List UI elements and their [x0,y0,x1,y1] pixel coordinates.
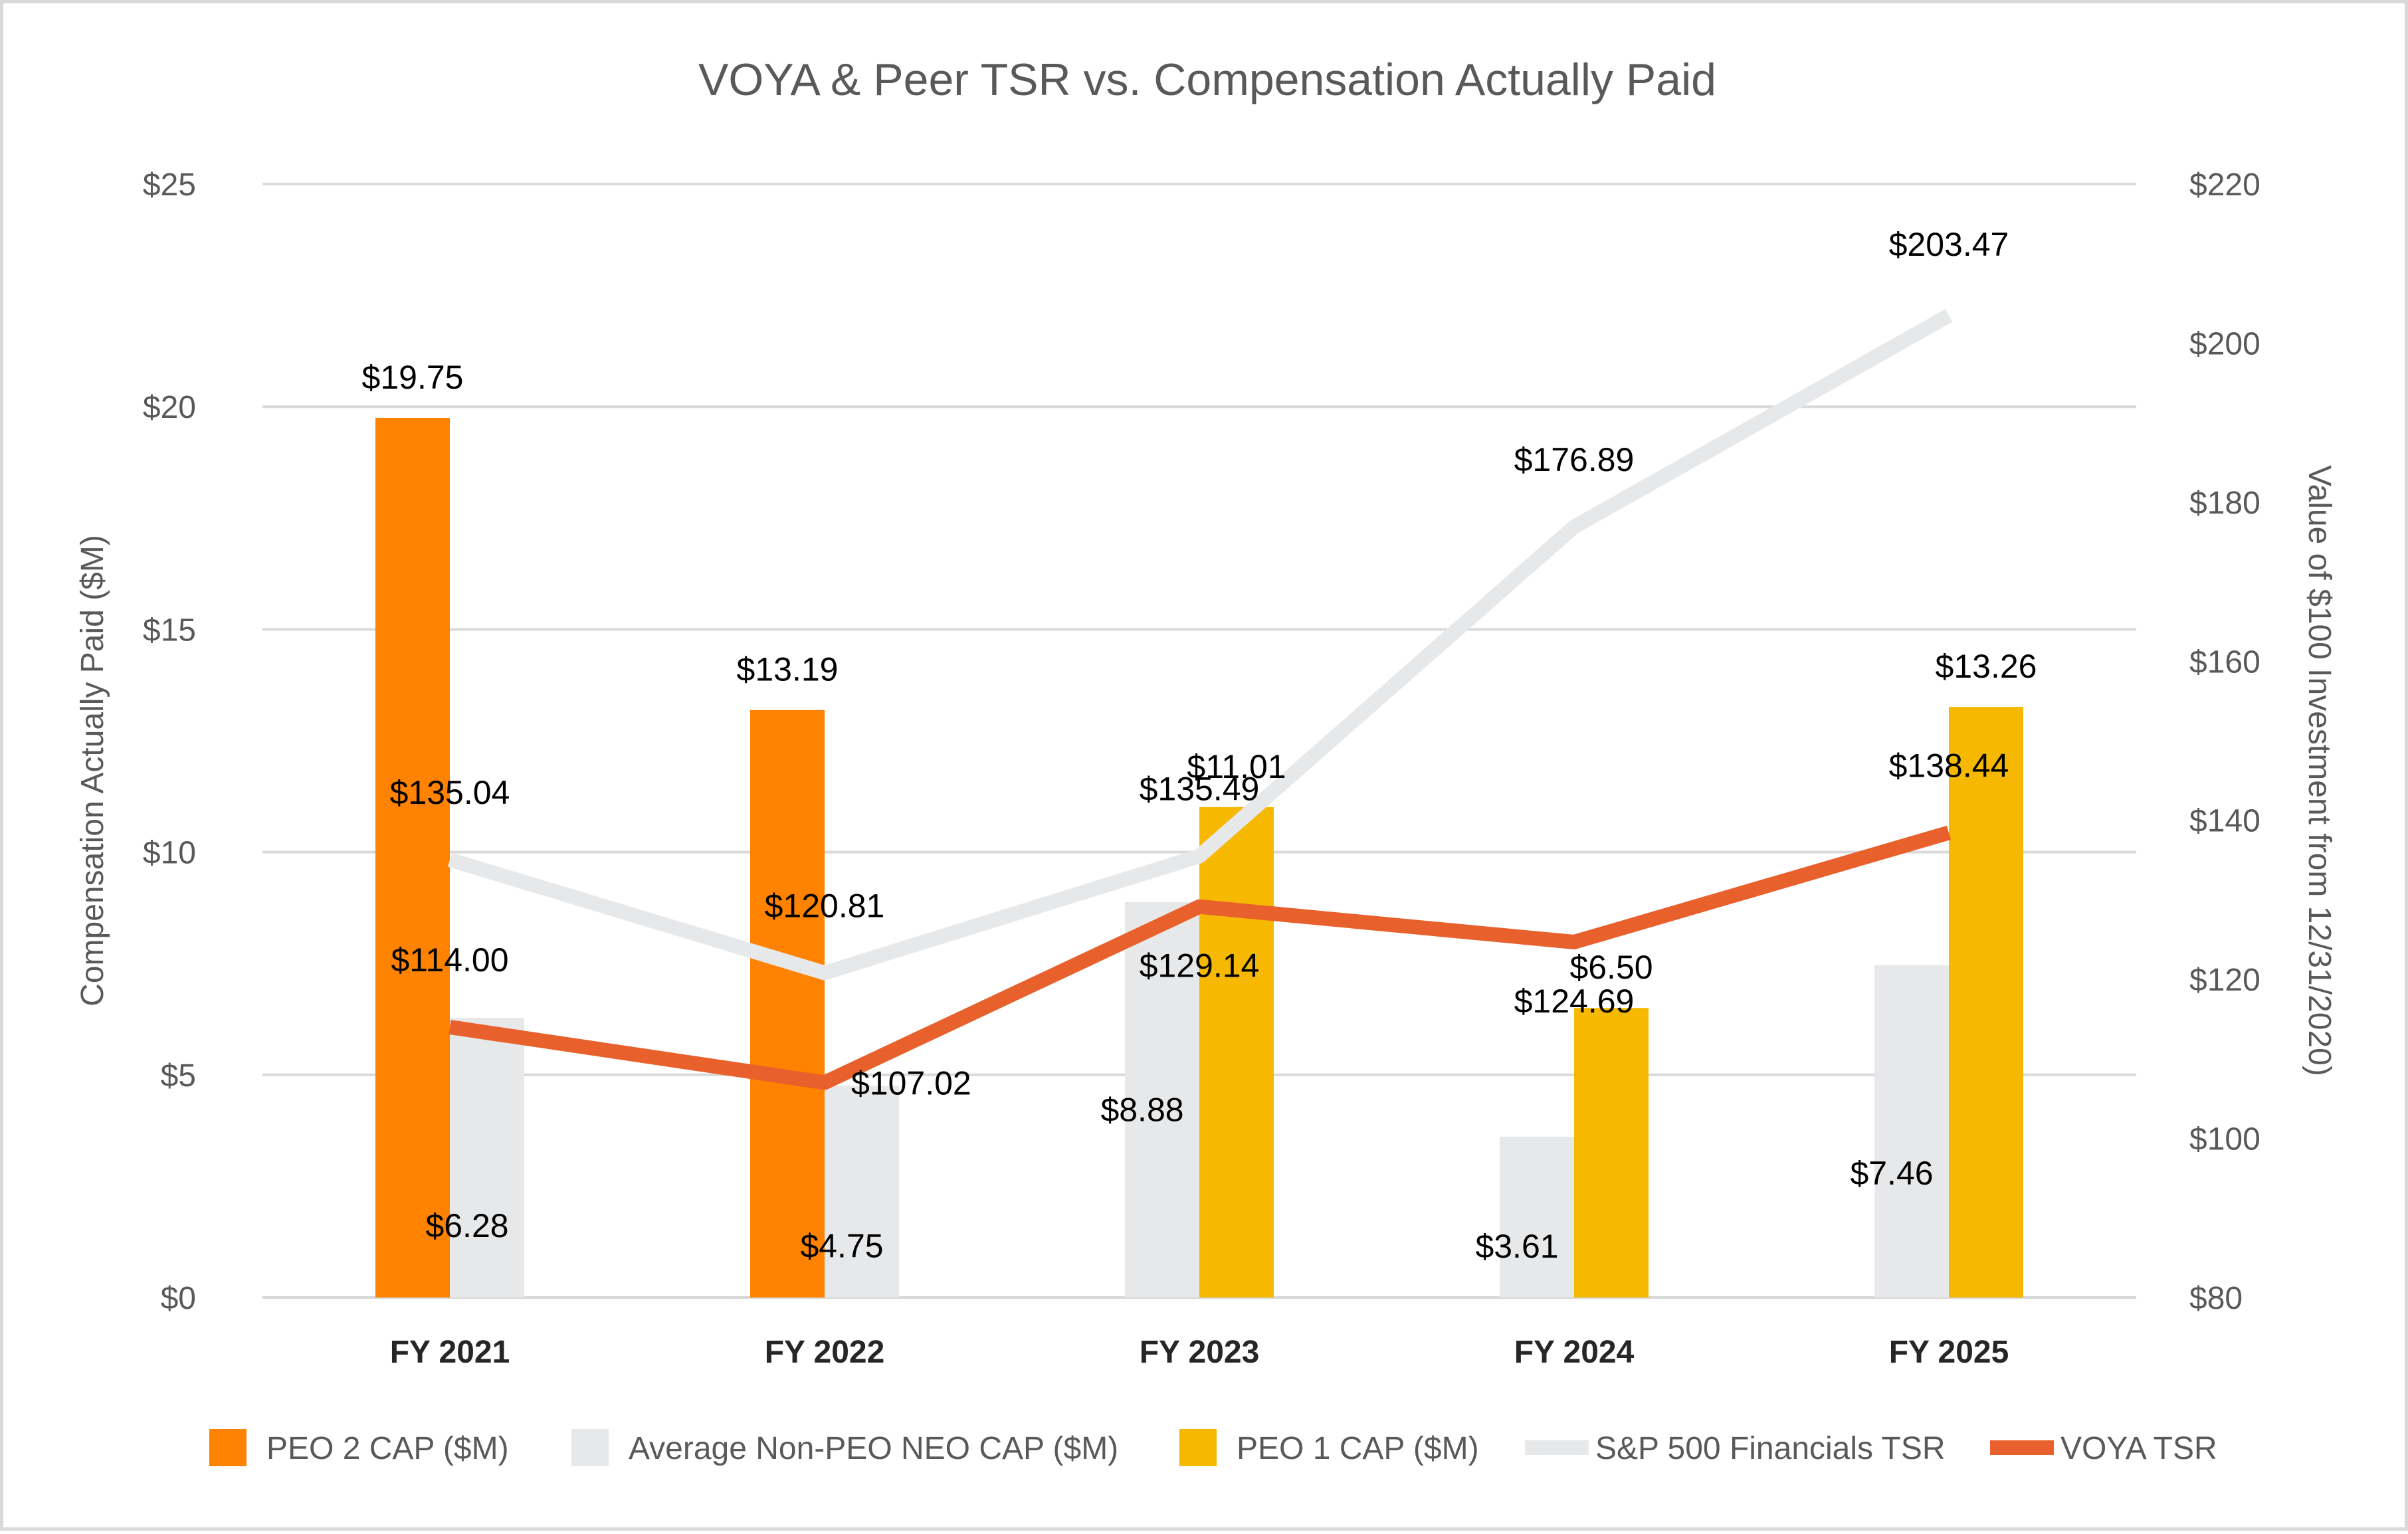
lines [447,309,1953,1090]
category-axis: FY 2021 FY 2022 FY 2023 FY 2024 FY 2025 [390,1335,2009,1370]
data-label: $114.00 [391,941,508,979]
bar [750,710,825,1297]
right-axis-tick-label: $140 [2189,804,2260,839]
chart-title: VOYA & Peer TSR vs. Compensation Actuall… [698,54,1716,105]
legend-label: PEO 2 CAP ($M) [266,1431,509,1466]
left-axis-tick-label: $25 [143,167,196,203]
bar [450,1017,524,1297]
legend-label: VOYA TSR [2060,1431,2217,1466]
bars [375,417,2023,1298]
legend: PEO 2 CAP ($M) Average Non-PEO NEO CAP ($… [209,1429,2217,1466]
right-axis: $80 $100 $120 $140 $160 $180 $200 $220 [2189,167,2260,1316]
left-axis-title: Compensation Actually Paid ($M) [75,535,110,1007]
bar [1199,807,1274,1297]
data-label: $129.14 [1140,947,1260,985]
bar [1574,1008,1649,1297]
legend-label: PEO 1 CAP ($M) [1237,1431,1479,1466]
data-label: $120.81 [765,887,885,924]
bar [1949,707,2023,1297]
data-label: $3.61 [1475,1228,1558,1265]
data-label: $135.49 [1140,771,1260,808]
data-label: $7.46 [1850,1155,1933,1192]
legend-swatch [571,1429,609,1466]
data-labels: $19.75 $13.19 $6.28 $4.75 $8.88 $3.61 $7.46 $11… [362,226,2037,1265]
data-label: $176.89 [1514,441,1635,478]
right-axis-tick-label: $160 [2189,644,2260,680]
left-axis-tick-label: $20 [143,390,196,425]
data-label: $8.88 [1100,1092,1183,1129]
data-label: $13.26 [1936,648,2037,685]
legend-label: Average Non-PEO NEO CAP ($M) [629,1431,1118,1466]
bar [1874,965,1949,1297]
left-axis-tick-label: $15 [143,613,196,648]
left-axis-tick-label: $10 [143,836,196,871]
bar [825,1086,899,1297]
left-axis-tick-label: $5 [161,1058,196,1094]
data-label: $135.04 [390,774,510,811]
right-axis-tick-label: $180 [2189,486,2260,521]
right-axis-tick-label: $100 [2189,1122,2260,1157]
line-series [447,309,1953,981]
right-axis-tick-label: $80 [2189,1281,2243,1316]
category-label: FY 2024 [1514,1335,1635,1370]
bar [375,417,450,1298]
data-label: $11.01 [1187,748,1286,785]
data-label: $6.28 [425,1207,508,1244]
data-label: $124.69 [1514,983,1635,1020]
line-series [449,825,1952,1090]
right-axis-tick-label: $120 [2189,963,2260,998]
data-label: $107.02 [851,1065,971,1102]
legend-label: S&P 500 Financials TSR [1595,1431,1946,1466]
data-label: $19.75 [362,359,464,396]
category-label: FY 2022 [765,1335,885,1370]
category-label: FY 2023 [1140,1335,1260,1370]
right-axis-tick-label: $200 [2189,326,2260,361]
data-label: $203.47 [1889,226,2009,263]
bar [1125,902,1199,1297]
category-label: FY 2025 [1889,1335,2009,1370]
legend-swatch [1179,1429,1217,1466]
data-label: $13.19 [737,651,839,688]
category-label: FY 2021 [390,1335,510,1370]
bar [1500,1136,1574,1297]
data-label: $4.75 [800,1228,883,1265]
chart-canvas: VOYA & Peer TSR vs. Compensation Actuall… [75,54,2337,1466]
right-axis-title: Value of $100 Investment from 12/31/2020… [2302,465,2337,1076]
right-axis-tick-label: $220 [2189,167,2260,203]
data-label: $6.50 [1569,949,1653,986]
left-axis-tick-label: $0 [161,1281,196,1316]
legend-swatch [209,1429,247,1466]
left-axis: $0 $5 $10 $15 $20 $25 [143,167,196,1316]
data-label: $138.44 [1889,747,2009,784]
